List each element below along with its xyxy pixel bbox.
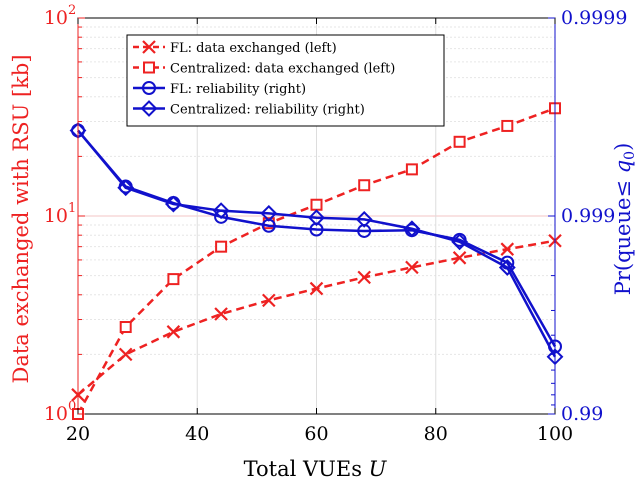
marker-x — [405, 260, 419, 275]
y-right-tick-label: 0.9999 — [561, 7, 627, 29]
y-axis-label-left: Data exchanged with RSU [kb] — [9, 54, 33, 383]
marker-square — [167, 273, 180, 286]
marker-x — [214, 307, 228, 321]
y-left-tick-label: 10 — [44, 205, 68, 227]
x-tick-label: 80 — [424, 423, 448, 445]
marker-diamond — [403, 220, 421, 238]
legend: FL: data exchanged (left) Centralized: da… — [126, 34, 445, 127]
x-axis-label: Total VUEs U — [244, 457, 388, 481]
marker-x — [262, 293, 276, 308]
marker-x-stroke — [452, 251, 467, 265]
marker-x-stroke — [166, 325, 181, 339]
marker-diamond — [140, 100, 158, 117]
marker-square — [215, 240, 228, 253]
series-line — [77, 129, 557, 358]
marker-x-stroke — [118, 347, 133, 362]
marker-x-stroke — [214, 307, 228, 321]
y-left-tick-label: 10 — [44, 7, 68, 29]
marker-square — [501, 119, 514, 132]
series-3 — [69, 122, 564, 366]
legend-label: FL: data exchanged (left) — [170, 41, 337, 56]
legend-label: FL: reliability (right) — [170, 82, 306, 97]
marker-diamond — [308, 209, 325, 227]
marker-x — [452, 251, 467, 265]
legend-box — [126, 34, 445, 127]
marker-diamond — [117, 179, 135, 197]
marker-circle — [357, 223, 372, 238]
marker-x — [357, 270, 371, 285]
marker-diamond — [212, 202, 230, 220]
marker-square — [453, 135, 466, 148]
marker-diamond — [451, 233, 469, 251]
marker-square — [310, 198, 323, 211]
marker-square — [358, 179, 371, 192]
y-axis-label-right: Pr(queue≤ q0) — [611, 143, 638, 296]
marker-x-stroke — [500, 242, 515, 256]
marker-square — [119, 321, 132, 334]
marker-x-stroke — [142, 40, 156, 54]
marker-diamond — [498, 259, 516, 276]
marker-diamond — [260, 204, 278, 222]
marker-x-stroke — [357, 270, 371, 285]
y-left-tick-exponent: 1 — [68, 201, 76, 216]
marker-square — [143, 61, 155, 74]
legend-label: Centralized: reliability (right) — [170, 103, 365, 118]
x-tick-label: 60 — [304, 423, 328, 445]
series-0 — [71, 233, 562, 402]
marker-x — [118, 347, 133, 362]
legend-label: Centralized: data exchanged (left) — [170, 62, 395, 77]
marker-x — [500, 242, 515, 256]
series-layer — [69, 102, 564, 420]
marker-circle — [142, 81, 156, 95]
marker-x — [166, 325, 181, 339]
marker-square — [405, 163, 418, 176]
x-tick-label: 100 — [537, 423, 573, 445]
marker-x — [309, 281, 324, 296]
marker-x-stroke — [309, 281, 324, 296]
marker-diamond — [164, 195, 182, 213]
marker-x-stroke — [262, 293, 276, 308]
y-right-tick-label: 0.99 — [561, 403, 603, 425]
marker-x-stroke — [405, 260, 419, 275]
y-right-tick-label: 0.999 — [561, 205, 615, 227]
marker-x — [142, 40, 156, 54]
y-left-tick-label: 10 — [44, 403, 68, 425]
x-tick-label: 40 — [185, 423, 209, 445]
y-left-tick-exponent: 0 — [68, 399, 76, 414]
marker-diamond — [355, 210, 373, 228]
y-left-tick-exponent: 2 — [68, 3, 76, 18]
x-tick-label: 20 — [66, 423, 90, 445]
ticks — [77, 17, 556, 415]
